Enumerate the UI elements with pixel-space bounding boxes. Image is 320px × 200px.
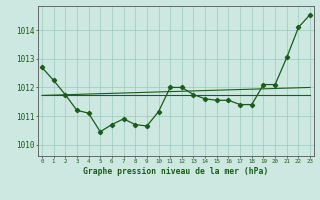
X-axis label: Graphe pression niveau de la mer (hPa): Graphe pression niveau de la mer (hPa) [84, 167, 268, 176]
